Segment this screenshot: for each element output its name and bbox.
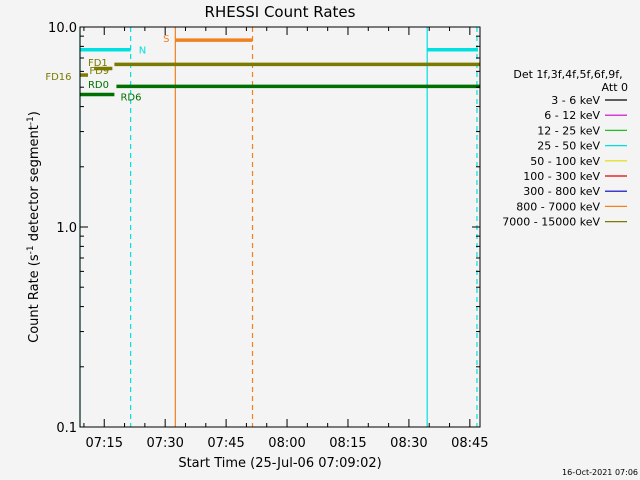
y-axis-label-sup-1: -1 [26, 245, 36, 254]
y-axis-label-main: Count Rate (s [27, 254, 42, 343]
x-axis-label: Start Time (25-Jul-06 07:09:02) [178, 456, 381, 471]
interval-label-rd0: RD0 [88, 80, 109, 91]
y-axis-label: Count Rate (s-1 detector segment-1) [26, 111, 42, 343]
legend-label: 50 - 100 keV [530, 155, 600, 168]
x-tick-label: 07:45 [207, 436, 244, 451]
interval-label-s: S [163, 34, 169, 45]
legend-label: 12 - 25 keV [537, 124, 600, 137]
legend-label: 800 - 7000 keV [516, 200, 600, 213]
x-tick-label: 08:15 [329, 436, 366, 451]
x-tick-label: 08:00 [268, 436, 305, 451]
y-axis-label-mid: detector segment [27, 125, 42, 245]
interval-label-fd16: FD16 [45, 72, 71, 83]
legend-label: 3 - 6 keV [551, 94, 600, 107]
interval-label-rd6: RD6 [120, 92, 141, 103]
legend-label: 6 - 12 keV [544, 109, 600, 122]
legend-label: 300 - 800 keV [523, 185, 600, 198]
footer-timestamp: 16-Oct-2021 07:06 [562, 468, 638, 477]
x-tick-label: 07:30 [146, 436, 183, 451]
y-tick-label: 1.0 [56, 221, 77, 236]
y-axis-label-sup-2: -1 [26, 116, 36, 125]
chart-axes: 10.0 1.0 0.1 07:15 07:30 07:45 08:00 08:15 08:30… [48, 21, 489, 451]
interval-label-n: N [139, 46, 146, 57]
y-tick-label: 10.0 [48, 21, 77, 36]
chart-title: RHESSI Count Rates [205, 3, 356, 21]
legend-header-attenuator: Att 0 [602, 81, 628, 94]
x-tick-label: 08:30 [390, 436, 427, 451]
interval-label-fd1: FD1 [88, 58, 108, 69]
x-tick-label: 08:45 [451, 436, 488, 451]
y-axis-label-end: ) [27, 111, 42, 116]
legend-label: 25 - 50 keV [537, 140, 600, 153]
legend-label: 7000 - 15000 keV [502, 216, 600, 229]
legend: Det 1f,3f,4f,5f,6f,9f,Att 03 - 6 keV 6 - … [502, 68, 628, 229]
x-tick-label: 07:15 [86, 436, 123, 451]
legend-header-detectors: Det 1f,3f,4f,5f,6f,9f, [513, 68, 622, 81]
y-tick-label: 0.1 [56, 421, 77, 436]
legend-label: 100 - 300 keV [523, 170, 600, 183]
interval-label-fd9: FD9 [89, 66, 109, 77]
